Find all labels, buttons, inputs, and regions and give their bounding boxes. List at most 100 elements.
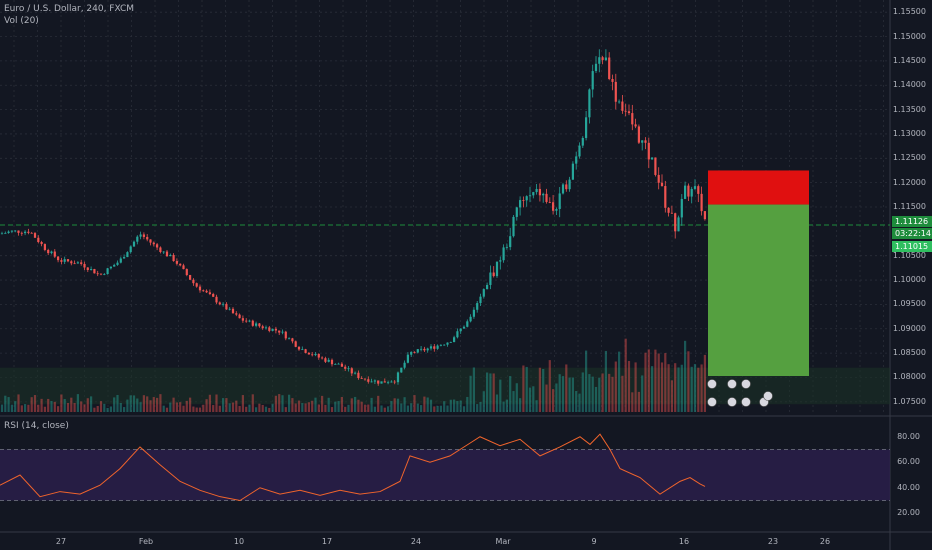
volume-bar <box>314 397 317 412</box>
candle-body <box>281 331 284 333</box>
candle-body <box>330 359 334 365</box>
volume-bar <box>40 398 43 412</box>
volume-bar <box>70 397 73 412</box>
candle-body <box>294 341 297 347</box>
volume-bar <box>192 406 195 412</box>
candle-body <box>370 381 373 383</box>
volume-bar <box>558 374 561 412</box>
volume-bar <box>377 395 380 412</box>
candle-body <box>37 237 40 243</box>
volume-bar <box>324 404 327 412</box>
candle-body <box>677 217 680 232</box>
volume-indicator-label[interactable]: Vol (20) <box>4 16 39 26</box>
candle-body <box>588 89 591 118</box>
price-tick-label: 1.15000 <box>892 31 926 41</box>
candle-body <box>337 363 340 365</box>
volume-bar <box>63 399 66 412</box>
volume-bar <box>594 386 598 412</box>
candle-body <box>363 378 367 380</box>
volume-bar <box>119 402 122 412</box>
candle-body <box>20 232 23 234</box>
candle-body <box>525 196 528 201</box>
volume-bar <box>611 376 614 412</box>
candle-body <box>248 320 251 322</box>
candle-body <box>674 213 677 232</box>
candle-body <box>192 279 195 284</box>
volume-bar <box>27 404 30 412</box>
volume-bar <box>17 394 20 412</box>
candle-body <box>119 258 122 263</box>
candle-body <box>482 289 485 297</box>
candle-body <box>429 346 433 349</box>
candle-body <box>492 272 495 277</box>
candle-body <box>146 236 149 240</box>
candle-body <box>50 251 53 254</box>
volume-bar <box>700 364 703 412</box>
volume-bar <box>680 364 683 412</box>
time-tick-label: Feb <box>138 537 154 546</box>
candle-body <box>614 81 617 102</box>
candle-body <box>334 364 337 365</box>
volume-bar <box>660 362 664 412</box>
price-tick-label: 1.12000 <box>892 177 926 187</box>
volume-bar <box>624 338 627 412</box>
volume-bar <box>47 398 50 412</box>
candle-body <box>502 247 505 261</box>
volume-bar <box>139 402 142 412</box>
volume-bar <box>420 405 423 412</box>
time-tick-label: 17 <box>321 537 333 546</box>
bar-countdown-tag: 03:22:14 <box>892 228 932 239</box>
volume-bar <box>73 402 76 412</box>
candle-body <box>212 294 215 297</box>
candle-body <box>439 344 442 346</box>
volume-bar <box>80 401 83 412</box>
candle-body <box>585 117 588 138</box>
candle-body <box>103 274 106 275</box>
candle-body <box>462 326 466 329</box>
volume-bar <box>621 375 624 412</box>
candle-body <box>479 296 482 304</box>
volume-bar <box>588 374 591 412</box>
volume-bar <box>271 403 274 412</box>
volume-bar <box>116 394 119 412</box>
volume-bar <box>301 403 304 412</box>
candle-body <box>687 185 690 197</box>
candle-body <box>255 323 258 326</box>
volume-bar <box>532 386 535 412</box>
candle-body <box>420 348 423 350</box>
time-tick-label: 26 <box>819 537 831 546</box>
volume-bar <box>251 394 254 412</box>
volume-bar <box>416 403 419 412</box>
volume-bar <box>228 403 231 412</box>
economic-event-icon <box>707 397 717 407</box>
volume-bar <box>515 383 518 412</box>
candle-body <box>396 372 400 383</box>
chart-title[interactable]: Euro / U.S. Dollar, 240, FXCM <box>4 4 135 14</box>
volume-bar <box>195 407 198 412</box>
candle-body <box>449 342 452 343</box>
volume-bar <box>132 395 136 412</box>
rsi-tick-label: 20.00 <box>897 508 920 518</box>
volume-bar <box>205 399 208 412</box>
candle-body <box>113 264 116 267</box>
candle-body <box>604 57 607 61</box>
volume-bar <box>156 397 159 412</box>
candle-body <box>515 207 518 217</box>
candle-body <box>169 254 172 257</box>
candle-body <box>218 302 221 305</box>
candle-body <box>373 380 376 382</box>
candle-body <box>380 381 383 384</box>
economic-event-icon <box>741 379 751 389</box>
volume-bar <box>307 402 310 412</box>
price-tick-label: 1.14500 <box>892 55 926 65</box>
volume-bar <box>459 400 462 412</box>
candle-body <box>142 234 145 237</box>
volume-bar <box>519 398 522 412</box>
rsi-indicator-label[interactable]: RSI (14, close) <box>4 421 69 431</box>
candle-body <box>80 262 83 264</box>
price-tick-label: 1.12500 <box>892 153 926 163</box>
volume-bar <box>245 406 248 412</box>
volume-bar <box>337 401 340 412</box>
